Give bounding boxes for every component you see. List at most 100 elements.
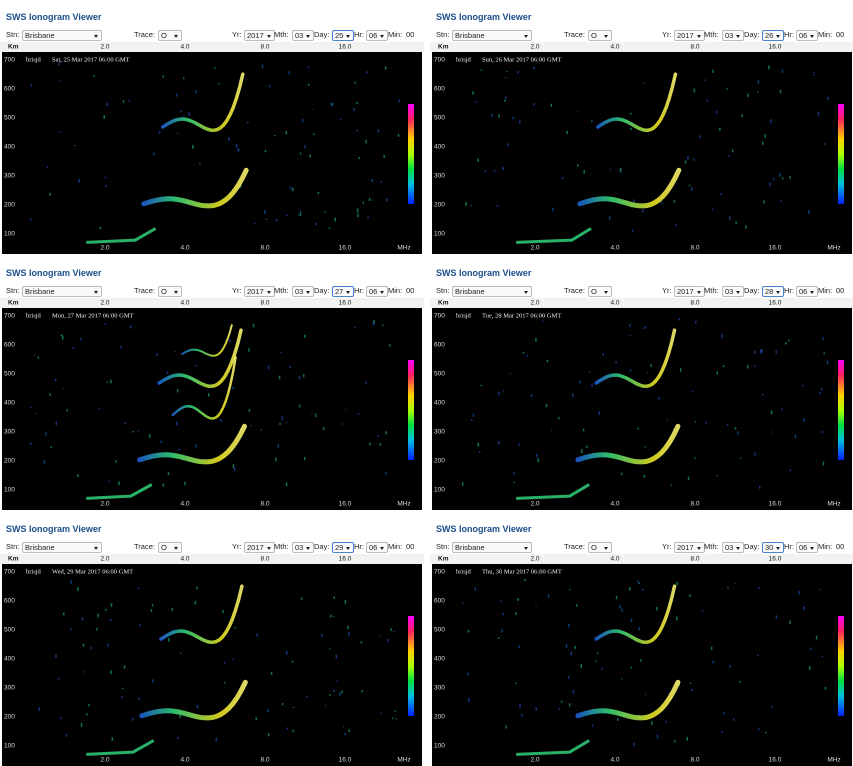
top-frequency-label: 16.0 [769, 44, 782, 51]
day-select[interactable]: 30 [762, 542, 784, 553]
speckle [236, 144, 238, 148]
station-select[interactable]: Brisbane [452, 542, 532, 553]
hour-select[interactable]: 06 [796, 286, 818, 297]
bottom-frequency-label: 4.0 [610, 757, 619, 764]
top-frequency-label: 8.0 [260, 44, 269, 51]
year-select[interactable]: 2017 [244, 542, 275, 553]
speckle [184, 482, 186, 485]
day-select[interactable]: 26 [762, 30, 784, 41]
hour-select[interactable]: 06 [366, 542, 388, 553]
month-select[interactable]: 03 [722, 286, 744, 297]
speckle [651, 721, 653, 725]
speckle [340, 119, 342, 120]
speckle [174, 351, 176, 352]
trace-select[interactable]: O [158, 286, 182, 297]
speckle [737, 431, 739, 434]
minute: 00 [406, 286, 414, 295]
hour-select[interactable]: 06 [366, 30, 388, 41]
speckle [33, 355, 35, 356]
speckle [617, 718, 619, 721]
speckle [810, 647, 812, 650]
speckle [162, 76, 164, 78]
speckle [526, 355, 528, 356]
speckle [533, 103, 535, 105]
hour-select[interactable]: 06 [366, 286, 388, 297]
year-select[interactable]: 2017 [674, 286, 705, 297]
speckle [361, 641, 363, 643]
speckle [303, 374, 305, 377]
trace-label: Trace: [134, 30, 155, 39]
speckle [785, 342, 787, 344]
station-select[interactable]: Brisbane [452, 30, 532, 41]
speckle [583, 429, 585, 432]
bottom-frequency-label: 16.0 [339, 245, 352, 252]
panel-title: SWS Ionogram Viewer [6, 524, 101, 534]
trace-select[interactable]: O [588, 542, 612, 553]
month-select[interactable]: 03 [292, 542, 314, 553]
hour-select[interactable]: 06 [796, 542, 818, 553]
speckle [177, 133, 179, 134]
station-select[interactable]: Brisbane [22, 542, 102, 553]
speckle [39, 707, 41, 710]
speckle [257, 633, 259, 636]
station-code: brisjd [456, 568, 472, 575]
speckle [548, 595, 550, 598]
year-select[interactable]: 2017 [674, 30, 705, 41]
month-label: Mth: [704, 30, 719, 39]
height-label: 200 [434, 458, 445, 465]
trace-select[interactable]: O [158, 30, 182, 41]
speckle [177, 389, 179, 392]
day-select[interactable]: 29 [332, 542, 354, 553]
speckle [228, 137, 230, 141]
speckle [51, 446, 53, 448]
speckle [508, 143, 510, 146]
trace-select[interactable]: O [588, 30, 612, 41]
speckle [344, 733, 346, 735]
speckle [471, 419, 473, 421]
speckle [267, 709, 269, 712]
day-select[interactable]: 28 [762, 286, 784, 297]
day-select[interactable]: 25 [332, 30, 354, 41]
speckle [383, 155, 385, 158]
year-select[interactable]: 2017 [674, 542, 705, 553]
month-select[interactable]: 03 [722, 30, 744, 41]
month-select[interactable]: 03 [292, 286, 314, 297]
station-select[interactable]: Brisbane [452, 286, 532, 297]
speckle [369, 442, 371, 445]
speckle [288, 71, 290, 74]
speckle [468, 630, 470, 633]
speckle [647, 372, 649, 373]
speckle [380, 443, 382, 446]
height-label: 700 [4, 313, 15, 320]
speckle [620, 168, 622, 172]
trace-select[interactable]: O [158, 542, 182, 553]
speckle [197, 705, 199, 708]
speckle [782, 70, 784, 73]
speckle [754, 365, 756, 367]
top-frequency-label: 16.0 [339, 44, 352, 51]
speckle [138, 588, 140, 590]
month-select[interactable]: 03 [722, 542, 744, 553]
hour-select[interactable]: 06 [796, 30, 818, 41]
station-select[interactable]: Brisbane [22, 286, 102, 297]
speckle [78, 179, 80, 183]
axis-strip [0, 42, 424, 52]
bottom-frequency-label: 4.0 [610, 245, 619, 252]
speckle [823, 352, 825, 354]
speckle [251, 425, 253, 426]
speckle [377, 436, 379, 437]
speckle [369, 198, 371, 201]
day-select[interactable]: 27 [332, 286, 354, 297]
trace-select[interactable]: O [588, 286, 612, 297]
year-select[interactable]: 2017 [244, 30, 275, 41]
speckle [83, 644, 85, 647]
year-select[interactable]: 2017 [244, 286, 275, 297]
speckle [343, 726, 345, 727]
month-select[interactable]: 03 [292, 30, 314, 41]
station-select[interactable]: Brisbane [22, 30, 102, 41]
speckle [765, 134, 767, 138]
speckle [105, 609, 107, 611]
top-frequency-label: 8.0 [690, 44, 699, 51]
speckle [286, 422, 288, 423]
bottom-frequency-label: 16.0 [339, 501, 352, 508]
